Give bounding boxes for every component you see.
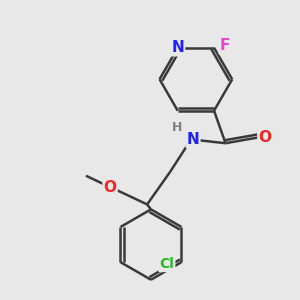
Text: N: N: [187, 132, 200, 147]
Text: O: O: [258, 130, 272, 145]
Text: O: O: [103, 180, 116, 195]
Text: N: N: [171, 40, 184, 55]
Text: H: H: [171, 122, 182, 134]
Text: F: F: [220, 38, 230, 53]
Text: Cl: Cl: [160, 257, 174, 271]
